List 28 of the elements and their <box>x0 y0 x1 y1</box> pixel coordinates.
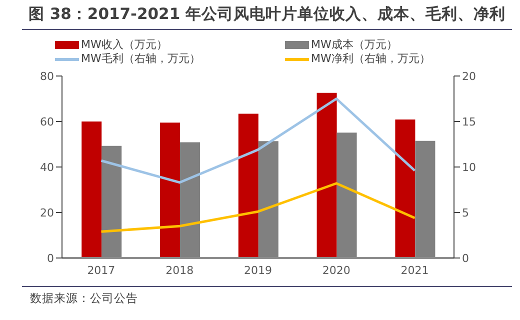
y2-tick-label: 15 <box>462 115 476 128</box>
x-tick-label: 2020 <box>322 264 350 277</box>
y2-tick-label: 0 <box>462 252 469 265</box>
bar <box>238 114 258 258</box>
x-tick-label: 2017 <box>87 264 116 277</box>
y-tick-label: 40 <box>40 160 54 174</box>
bar <box>160 122 180 258</box>
legend-label: MW成本（万元） <box>311 38 398 52</box>
y2-tick-label: 10 <box>462 160 476 174</box>
x-tick-label: 2018 <box>166 264 194 277</box>
legend-label: MW毛利（右轴，万元） <box>81 52 200 66</box>
y-tick-label: 20 <box>40 206 54 220</box>
bar <box>82 122 102 258</box>
y-tick-label: 0 <box>47 252 54 265</box>
bar <box>316 92 337 258</box>
line-series <box>100 182 416 233</box>
line-series <box>100 98 416 184</box>
y2-tick-label: 20 <box>462 70 476 83</box>
x-tick-label: 2019 <box>244 264 272 277</box>
legend-label: MW净利（右轴，万元） <box>311 52 430 66</box>
y-tick-label: 60 <box>40 115 54 128</box>
y2-tick-label: 5 <box>462 206 469 220</box>
chart-title: 图 38：2017-2021 年公司风电叶片单位收入、成本、毛利、净利 <box>22 4 512 30</box>
source-note: 数据来源：公司公告 <box>29 291 139 306</box>
x-tick-label: 2021 <box>400 264 429 277</box>
y-tick-label: 80 <box>40 70 54 83</box>
legend-label: MW收入（万元） <box>81 38 168 52</box>
bar <box>395 119 416 258</box>
